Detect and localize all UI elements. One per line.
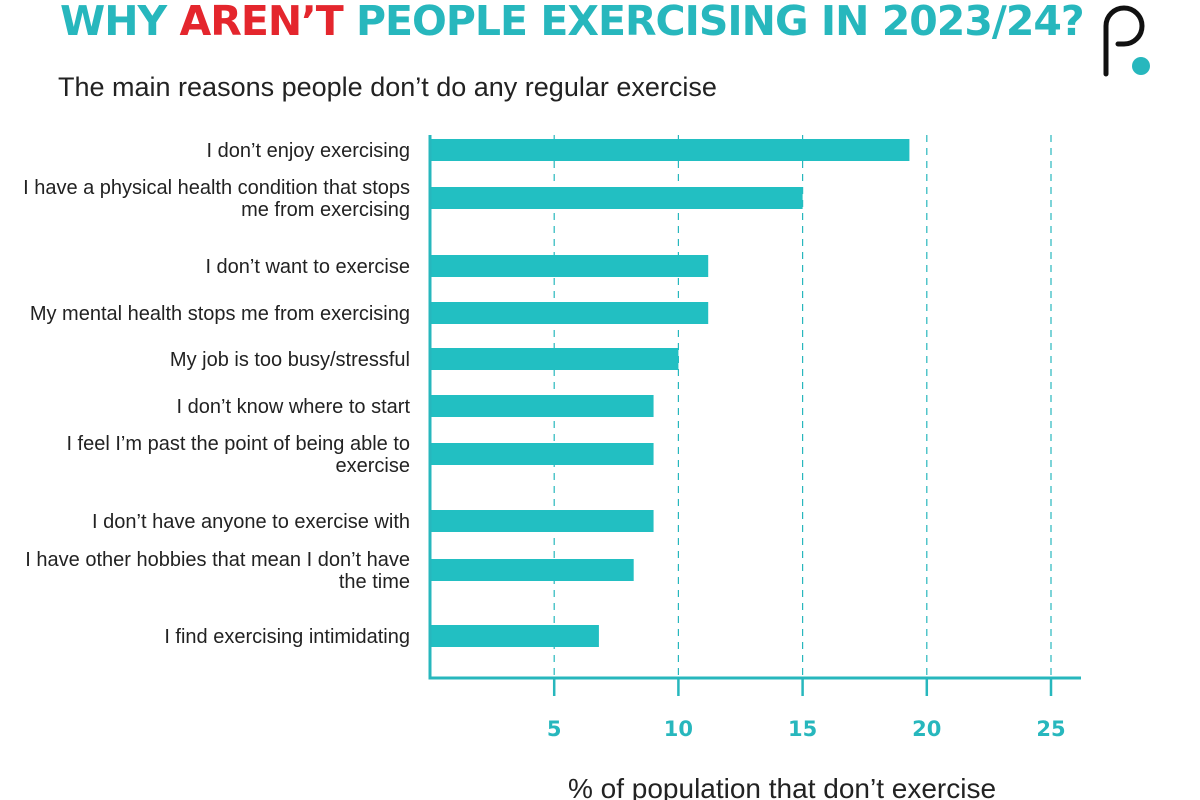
category-label: I feel I’m past the point of being able …: [66, 433, 410, 455]
bar: [430, 443, 654, 465]
bar: [430, 348, 679, 370]
x-tick-label: 15: [788, 717, 817, 741]
bars: [430, 139, 910, 647]
category-label: My job is too busy/stressful: [170, 349, 410, 371]
x-tick-label: 25: [1036, 717, 1065, 741]
category-label: I have other hobbies that mean I don’t h…: [25, 549, 410, 571]
bar: [430, 255, 709, 277]
category-label: me from exercising: [241, 199, 410, 221]
category-labels: I don’t enjoy exercising I have a physica…: [23, 140, 410, 648]
bar: [430, 395, 654, 417]
bar: [430, 625, 599, 647]
bar: [430, 510, 654, 532]
category-label: I don’t have anyone to exercise with: [92, 511, 410, 533]
brand-logo-icon: [1103, 5, 1150, 77]
bar: [430, 559, 634, 581]
bar: [430, 187, 803, 209]
category-label: I don’t want to exercise: [205, 256, 410, 278]
category-label: My mental health stops me from exercisin…: [30, 303, 410, 325]
category-label: the time: [339, 571, 410, 593]
chart-subtitle: The main reasons people don’t do any reg…: [58, 72, 717, 102]
bar: [430, 139, 910, 161]
bar: [430, 302, 709, 324]
x-axis-label: % of population that don’t exercise: [568, 773, 996, 800]
chart-title: WHY AREN’T PEOPLE EXERCISING IN 2023/24?: [60, 0, 1085, 46]
title-accent: AREN’T: [179, 0, 344, 45]
category-label: I don’t enjoy exercising: [207, 140, 410, 162]
axes: 5 10 15 20 25 % of population that don’t exer…: [428, 135, 1081, 800]
category-label: I have a physical health condition that …: [23, 177, 410, 199]
x-tick-label: 5: [547, 717, 562, 741]
x-tick-label: 20: [912, 717, 941, 741]
category-label: I don’t know where to start: [177, 396, 411, 418]
x-tick-label: 10: [664, 717, 693, 741]
category-label: I find exercising intimidating: [164, 626, 410, 648]
category-label: exercise: [336, 455, 410, 477]
